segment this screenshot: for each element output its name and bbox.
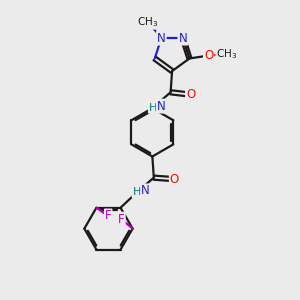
Text: N: N bbox=[157, 32, 166, 45]
Text: O: O bbox=[204, 49, 213, 62]
Text: CH$_3$: CH$_3$ bbox=[137, 15, 159, 29]
Text: N: N bbox=[157, 100, 166, 112]
Text: H: H bbox=[149, 103, 157, 112]
Text: N: N bbox=[178, 32, 187, 45]
Text: O: O bbox=[170, 172, 179, 186]
Text: H: H bbox=[133, 188, 141, 197]
Text: F: F bbox=[118, 213, 125, 226]
Text: N: N bbox=[141, 184, 150, 197]
Text: O: O bbox=[186, 88, 195, 101]
Text: CH$_3$: CH$_3$ bbox=[216, 47, 237, 61]
Text: F: F bbox=[105, 209, 112, 223]
